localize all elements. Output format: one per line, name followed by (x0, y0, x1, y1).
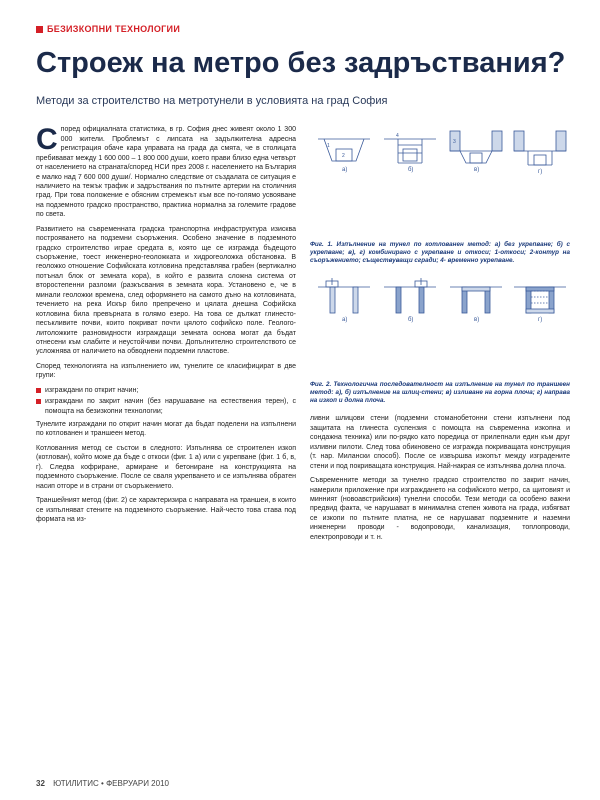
para-r2: Съвременните методи за тунелно градско с… (310, 476, 570, 542)
svg-text:г): г) (538, 317, 542, 323)
page-subtitle: Методи за строителство на метротунели в … (36, 95, 570, 107)
figure-1-caption: Фиг. 1. Изпълнение на тунел по котловане… (310, 241, 570, 265)
category-label: БЕЗИЗКОПНИ ТЕХНОЛОГИИ (47, 24, 180, 34)
para-2: Развитието на съвременната градска транс… (36, 225, 296, 357)
svg-text:4: 4 (396, 133, 399, 139)
para-r1: ливни шлицови стени (подземни стоманобет… (310, 414, 570, 471)
figure-1-svg: a) 1 2 б) 4 (310, 125, 570, 235)
figure-1: a) 1 2 б) 4 (310, 125, 570, 235)
dropcap: С (36, 125, 61, 153)
svg-text:3: 3 (453, 139, 456, 145)
page-footer: 32 ЮТИЛИТИС • ФЕВРУАРИ 2010 (36, 779, 169, 788)
svg-text:a): a) (342, 167, 347, 173)
category-bar: БЕЗИЗКОПНИ ТЕХНОЛОГИИ (36, 24, 570, 34)
bullet-text: изграждани по закрит начин (без нарушава… (45, 397, 296, 416)
figure-2: a) б) (310, 275, 570, 375)
bullet-item: изграждани по закрит начин (без нарушава… (36, 397, 296, 416)
svg-text:2: 2 (342, 153, 345, 159)
magazine-tag: ЮТИЛИТИС • ФЕВРУАРИ 2010 (53, 779, 169, 788)
para-1-text: поред официалната статистика, в гр. Софи… (36, 126, 296, 218)
svg-text:б): б) (408, 167, 413, 173)
para-1: Според официалната статистика, в гр. Соф… (36, 125, 296, 219)
svg-text:г): г) (538, 169, 542, 175)
right-column: a) 1 2 б) 4 (310, 125, 570, 547)
para-4: Тунелите изграждани по открит начин мога… (36, 420, 296, 439)
bullet-item: изграждани по открит начин; (36, 386, 296, 395)
svg-text:a): a) (342, 317, 347, 323)
page-title: Строеж на метро без задръствания? (36, 48, 570, 79)
category-marker (36, 26, 43, 33)
para-3: Според технологията на изпълнението им, … (36, 362, 296, 381)
figure-2-caption: Фиг. 2. Технологична последователност на… (310, 381, 570, 405)
body-columns: Според официалната статистика, в гр. Соф… (36, 125, 570, 547)
figure-2-svg: a) б) (310, 275, 570, 375)
svg-text:в): в) (474, 317, 479, 323)
bullet-text: изграждани по открит начин; (45, 386, 138, 395)
left-column: Според официалната статистика, в гр. Соф… (36, 125, 296, 547)
bullet-marker (36, 388, 41, 393)
svg-text:в): в) (474, 167, 479, 173)
bullet-marker (36, 399, 41, 404)
svg-text:1: 1 (327, 143, 330, 149)
page-number: 32 (36, 779, 45, 788)
bullet-list: изграждани по открит начин; изграждани п… (36, 386, 296, 416)
para-6: Траншейният метод (фиг. 2) се характериз… (36, 496, 296, 524)
svg-text:б): б) (408, 317, 413, 323)
para-5: Котлованния метод се състои в следното: … (36, 444, 296, 491)
